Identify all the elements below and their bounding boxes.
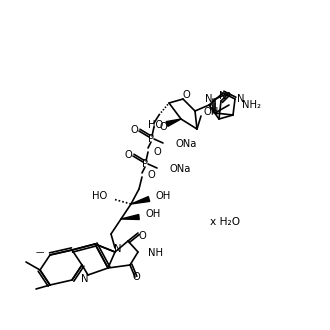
- Text: HO: HO: [148, 120, 163, 130]
- Text: N: N: [219, 91, 227, 101]
- Text: O: O: [124, 150, 132, 160]
- Text: x H₂O: x H₂O: [210, 217, 240, 227]
- Text: OH: OH: [203, 107, 218, 117]
- Text: O: O: [130, 125, 138, 135]
- Polygon shape: [166, 119, 181, 126]
- Text: HO: HO: [92, 191, 107, 201]
- Text: O: O: [159, 122, 167, 132]
- Text: —: —: [36, 248, 44, 257]
- Text: O: O: [153, 147, 161, 157]
- Polygon shape: [131, 197, 150, 204]
- Text: N: N: [205, 94, 213, 104]
- Text: N: N: [237, 94, 245, 104]
- Text: O: O: [182, 90, 190, 100]
- Text: N: N: [81, 274, 89, 284]
- Text: OH: OH: [155, 191, 170, 201]
- Text: NH: NH: [148, 248, 163, 258]
- Text: NH₂: NH₂: [242, 100, 261, 110]
- Polygon shape: [121, 214, 139, 219]
- Text: O: O: [132, 272, 140, 282]
- Text: P: P: [148, 134, 154, 144]
- Text: P: P: [142, 159, 148, 169]
- Text: N: N: [114, 244, 122, 254]
- Text: O: O: [138, 231, 146, 241]
- Text: ONa: ONa: [176, 139, 197, 149]
- Text: OH: OH: [145, 209, 160, 219]
- Text: ONa: ONa: [170, 164, 191, 174]
- Text: N: N: [209, 103, 217, 113]
- Text: O: O: [147, 170, 155, 180]
